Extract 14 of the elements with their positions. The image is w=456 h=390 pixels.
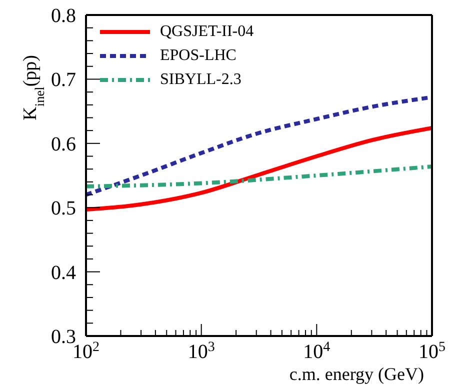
y-tick-label: 0.4 <box>51 262 76 284</box>
x-tick-label: 10$^{4}$ <box>303 340 330 363</box>
x-tick-label: 10$^{5}$ <box>418 340 446 363</box>
line-series <box>86 164 432 188</box>
x-axis-title: c.m. energy (GeV) <box>289 364 424 384</box>
y-tick-label: 0.7 <box>51 69 76 92</box>
legend-label: EPOS-LHC <box>160 47 236 65</box>
legend-label: SIBYLL-2.3 <box>160 71 242 89</box>
x-tick-label: 10$^{3}$ <box>188 340 215 363</box>
y-tick-label: 0.3 <box>51 326 76 348</box>
y-tick-label: 0.5 <box>51 198 76 220</box>
legend-label: QGSJET-II-04 <box>160 23 254 41</box>
y-tick-label: 0.8 <box>51 5 76 27</box>
y-tick-label: 0.6 <box>51 133 76 156</box>
